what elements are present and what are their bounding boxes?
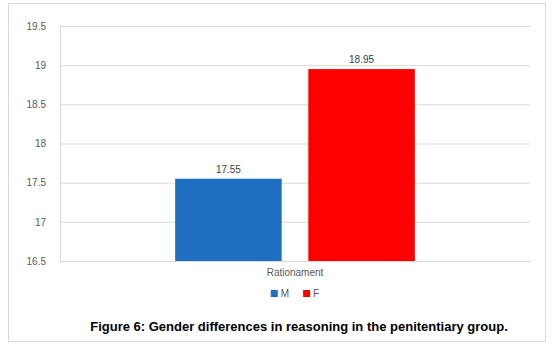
legend-swatch — [303, 290, 310, 297]
bars — [175, 69, 415, 261]
y-axis: 16.5 17 17.5 18 18.5 19 19.5 — [27, 21, 530, 267]
bar — [308, 69, 415, 261]
y-tick-label: 18 — [35, 138, 47, 149]
chart-container: 16.5 17 17.5 18 18.5 19 19.5 Rationament 17.55 18… — [0, 0, 554, 350]
y-tick: 19 — [35, 60, 530, 71]
legend: MF — [271, 288, 319, 299]
grid-line — [60, 222, 530, 223]
grid-line — [60, 144, 530, 145]
y-tick-label: 17 — [35, 217, 47, 228]
y-tick-label: 19 — [35, 60, 47, 71]
legend-label: M — [281, 288, 289, 299]
grid-line — [60, 26, 530, 27]
data-label: 17.55 — [216, 164, 241, 175]
y-tick-label: 19.5 — [27, 21, 47, 32]
x-axis: Rationament — [61, 261, 531, 278]
legend-item: M — [271, 288, 289, 299]
grid-line — [60, 261, 530, 262]
grid-line — [60, 65, 530, 66]
y-tick: 18.5 — [27, 99, 530, 110]
legend-label: F — [313, 288, 319, 299]
y-tick-label: 18.5 — [27, 99, 47, 110]
legend-item: F — [303, 288, 319, 299]
x-tick: Rationament — [267, 261, 324, 278]
x-tick-label: Rationament — [267, 267, 324, 278]
x-axis-line — [61, 261, 531, 262]
bar — [175, 179, 282, 261]
y-tick-label: 17.5 — [27, 177, 47, 188]
grid-line — [60, 183, 530, 184]
caption: Figure 6: Gender differences in reasonin… — [90, 319, 508, 334]
y-tick: 18 — [35, 138, 530, 149]
legend-swatch — [271, 290, 278, 297]
data-label: 18.95 — [349, 54, 374, 65]
chart-frame — [9, 4, 546, 342]
y-tick: 17 — [35, 217, 530, 228]
y-tick: 19.5 — [27, 21, 530, 32]
grid-line — [60, 104, 530, 105]
y-tick-label: 16.5 — [27, 256, 47, 267]
chart: 16.5 17 17.5 18 18.5 19 19.5 Rationament 17.55 18… — [0, 0, 554, 350]
data-labels: 17.55 18.95 — [216, 54, 375, 175]
